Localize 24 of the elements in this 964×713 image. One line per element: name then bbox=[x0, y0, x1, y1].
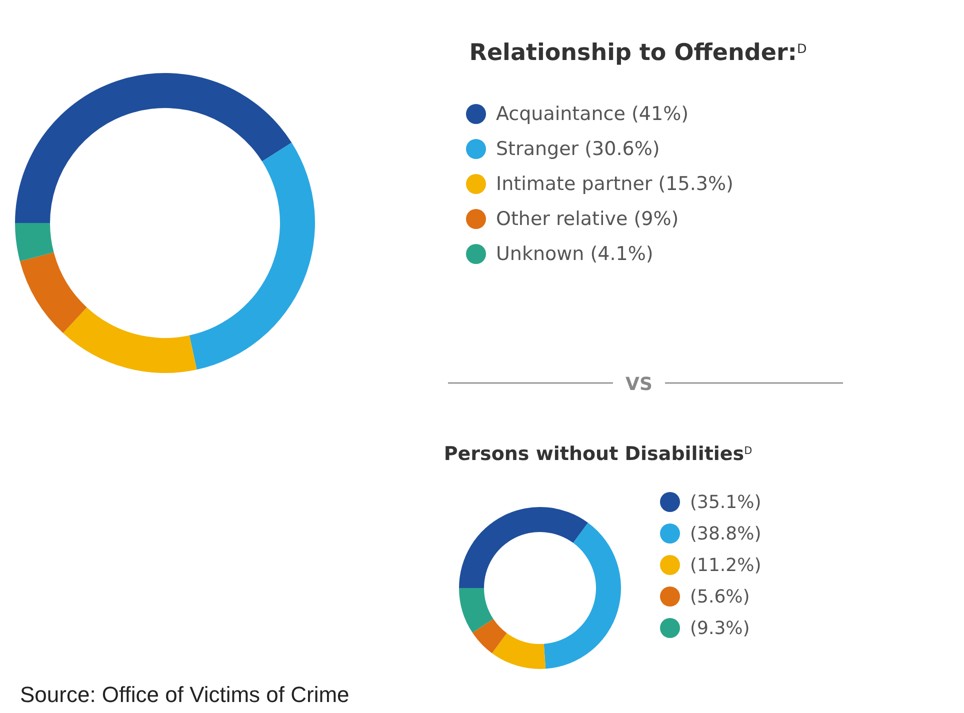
legend-label: Intimate partner (15.3%) bbox=[496, 173, 734, 195]
donut-slice bbox=[492, 633, 546, 669]
legend-label: (5.6%) bbox=[690, 586, 750, 608]
donut-slice bbox=[63, 307, 197, 373]
legend-label: (35.1%) bbox=[690, 492, 762, 513]
donut-slice bbox=[15, 73, 292, 223]
donut-slice bbox=[472, 618, 507, 654]
donut-slice bbox=[20, 252, 87, 333]
donut-slice bbox=[544, 522, 621, 669]
legend-label: (9.3%) bbox=[690, 618, 750, 639]
legend-label: Stranger (30.6%) bbox=[496, 138, 660, 160]
legend-label: Other relative (9%) bbox=[496, 208, 679, 230]
donut-slice bbox=[189, 142, 315, 370]
chart-title: Persons without Disabilities$^{D}$ bbox=[444, 443, 752, 465]
donut-slice bbox=[459, 507, 588, 588]
legend-label: (11.2%) bbox=[690, 555, 762, 576]
legend-label: Unknown (4.1%) bbox=[496, 243, 654, 265]
legend-label: (38.8%) bbox=[690, 524, 762, 544]
donut-slice bbox=[15, 223, 54, 262]
chart-title: Relationship to Offender:$^{D}$ bbox=[469, 40, 807, 66]
legend-label: Acquaintance (41%) bbox=[496, 103, 689, 125]
source-note: Source: Office of Victims of Crime bbox=[20, 682, 350, 707]
donut-slice bbox=[459, 588, 494, 633]
text: VS bbox=[626, 374, 652, 395]
